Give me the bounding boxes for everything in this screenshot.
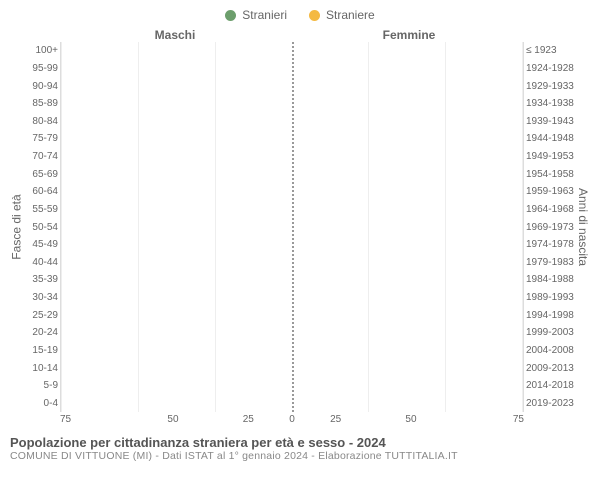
birth-tick: ≤ 1923 xyxy=(526,42,576,60)
birth-axis: ≤ 19231924-19281929-19331934-19381939-19… xyxy=(524,42,576,412)
age-tick: 15-19 xyxy=(24,342,58,360)
age-tick: 70-74 xyxy=(24,148,58,166)
age-tick: 40-44 xyxy=(24,254,58,272)
age-tick: 0-4 xyxy=(24,395,58,413)
birth-tick: 2009-2013 xyxy=(526,359,576,377)
x-axis: 755025 0 255075 xyxy=(10,414,590,425)
y-axis-label-left: Fasce di età xyxy=(10,42,24,412)
col-header-male: Maschi xyxy=(58,28,292,42)
age-tick: 80-84 xyxy=(24,113,58,131)
age-tick: 35-39 xyxy=(24,271,58,289)
birth-tick: 1989-1993 xyxy=(526,289,576,307)
x-tick: 25 xyxy=(211,414,286,425)
birth-tick: 1994-1998 xyxy=(526,306,576,324)
chart-container: Stranieri Straniere Maschi Femmine Fasce… xyxy=(0,0,600,500)
age-tick: 85-89 xyxy=(24,95,58,113)
chart-subtitle: COMUNE DI VITTUONE (MI) - Dati ISTAT al … xyxy=(10,450,590,462)
chart-title: Popolazione per cittadinanza straniera p… xyxy=(10,435,590,450)
legend-item-female: Straniere xyxy=(309,8,375,22)
legend: Stranieri Straniere xyxy=(10,8,590,22)
x-tick: 50 xyxy=(135,414,210,425)
age-tick: 50-54 xyxy=(24,218,58,236)
birth-tick: 1949-1953 xyxy=(526,148,576,166)
birth-tick: 1964-1968 xyxy=(526,201,576,219)
age-tick: 45-49 xyxy=(24,236,58,254)
x-tick: 25 xyxy=(298,414,373,425)
birth-tick: 2019-2023 xyxy=(526,395,576,413)
y-axis-label-right: Anni di nascita xyxy=(576,42,590,412)
legend-label-female: Straniere xyxy=(326,8,375,22)
legend-swatch-male xyxy=(225,10,236,21)
age-tick: 5-9 xyxy=(24,377,58,395)
birth-tick: 1954-1958 xyxy=(526,165,576,183)
age-tick: 20-24 xyxy=(24,324,58,342)
birth-tick: 1944-1948 xyxy=(526,130,576,148)
col-header-female: Femmine xyxy=(292,28,526,42)
birth-tick: 1999-2003 xyxy=(526,324,576,342)
birth-tick: 1969-1973 xyxy=(526,218,576,236)
age-tick: 55-59 xyxy=(24,201,58,219)
column-headers: Maschi Femmine xyxy=(10,28,590,42)
age-tick: 60-64 xyxy=(24,183,58,201)
x-tick: 50 xyxy=(373,414,448,425)
age-tick: 25-29 xyxy=(24,306,58,324)
birth-tick: 1934-1938 xyxy=(526,95,576,113)
age-tick: 30-34 xyxy=(24,289,58,307)
age-tick: 75-79 xyxy=(24,130,58,148)
legend-item-male: Stranieri xyxy=(225,8,287,22)
legend-swatch-female xyxy=(309,10,320,21)
age-tick: 90-94 xyxy=(24,77,58,95)
birth-tick: 1984-1988 xyxy=(526,271,576,289)
age-tick: 10-14 xyxy=(24,359,58,377)
center-line xyxy=(292,42,294,412)
age-axis: 100+95-9990-9485-8980-8475-7970-7465-696… xyxy=(24,42,60,412)
birth-tick: 1939-1943 xyxy=(526,113,576,131)
legend-label-male: Stranieri xyxy=(242,8,287,22)
birth-tick: 2014-2018 xyxy=(526,377,576,395)
age-tick: 100+ xyxy=(24,42,58,60)
birth-tick: 1974-1978 xyxy=(526,236,576,254)
birth-tick: 2004-2008 xyxy=(526,342,576,360)
x-tick: 75 xyxy=(449,414,524,425)
x-tick: 75 xyxy=(60,414,135,425)
x-tick-center: 0 xyxy=(286,414,298,425)
birth-tick: 1924-1928 xyxy=(526,60,576,78)
birth-tick: 1929-1933 xyxy=(526,77,576,95)
age-tick: 65-69 xyxy=(24,165,58,183)
plot-area xyxy=(60,42,524,412)
age-tick: 95-99 xyxy=(24,60,58,78)
birth-tick: 1959-1963 xyxy=(526,183,576,201)
birth-tick: 1979-1983 xyxy=(526,254,576,272)
chart-body: Fasce di età 100+95-9990-9485-8980-8475-… xyxy=(10,42,590,412)
